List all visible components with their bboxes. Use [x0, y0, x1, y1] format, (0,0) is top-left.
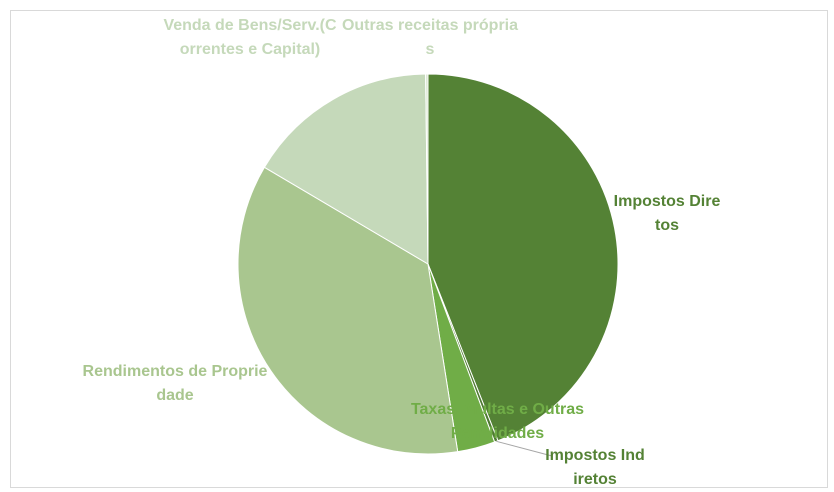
pie-slice [263, 73, 429, 265]
slice-label: Outras receitas próprias [341, 17, 519, 58]
pie-slice [237, 166, 459, 455]
slice-label: Venda de Bens/Serv.(Correntes e Capital) [163, 17, 337, 58]
leader-line [496, 440, 553, 457]
chart-frame [10, 10, 828, 488]
pie-slice [427, 73, 619, 442]
slice-label: Taxas, Multas e Outras Penalidades [410, 401, 585, 442]
slice-label: Impostos Diretos [613, 193, 721, 234]
slice-label: Impostos Indiretos [545, 447, 645, 488]
pie-slice [425, 73, 429, 265]
slice-label: Rendimentos de Propriedade [82, 363, 268, 404]
